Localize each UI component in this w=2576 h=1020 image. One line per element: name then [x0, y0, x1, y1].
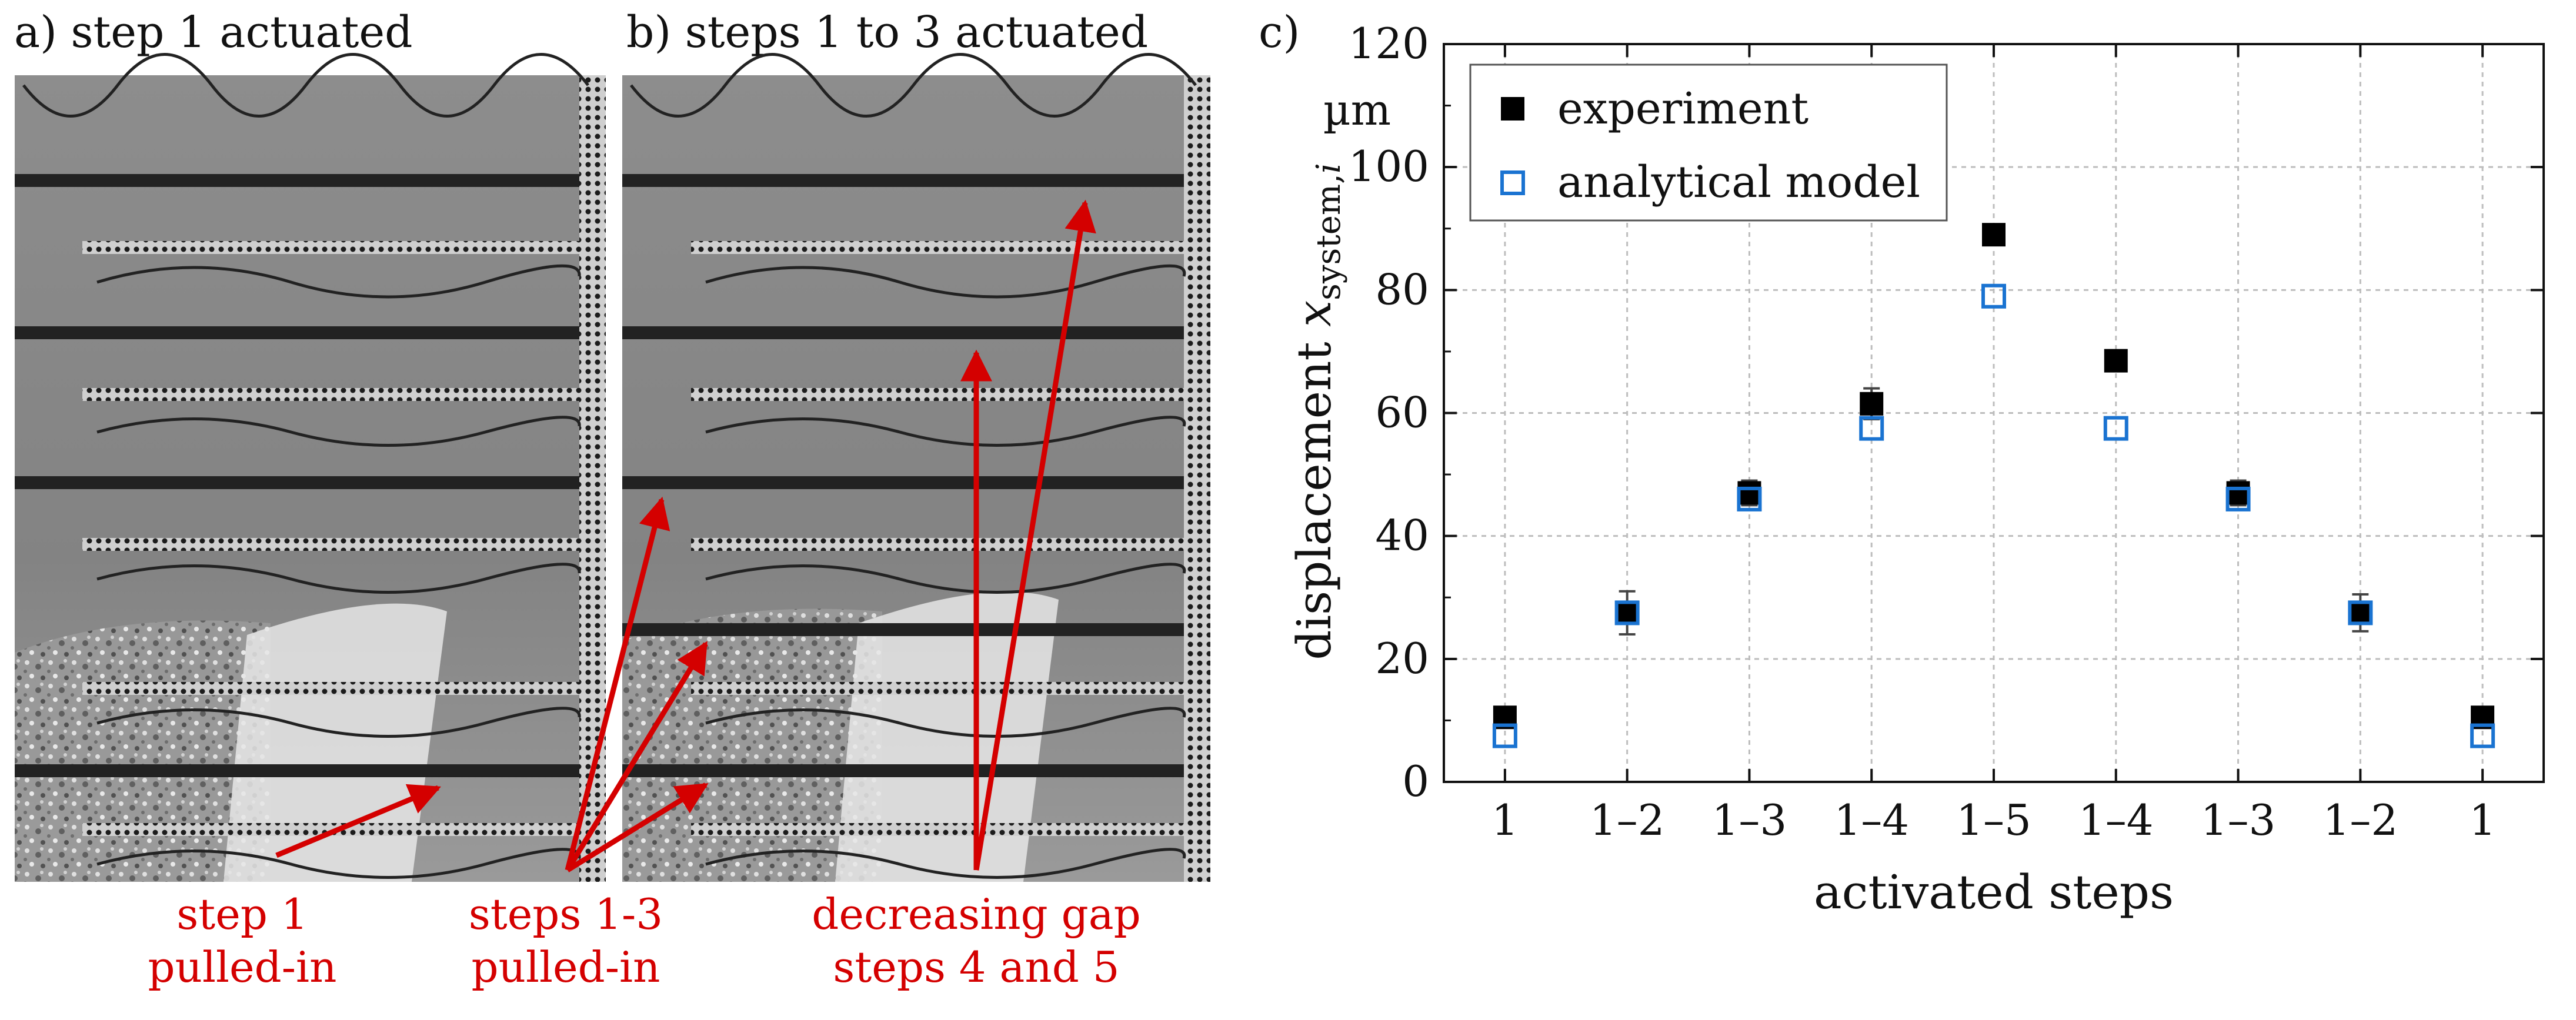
panel-b-caption: b) steps 1 to 3 actuated — [626, 7, 1148, 58]
x-axis-label: activated steps — [1814, 865, 2174, 919]
y-tick-label-3: 60 — [1375, 388, 1429, 437]
model-point-6 — [2225, 486, 2251, 511]
annotation-steps13-line2: pulled-in — [472, 942, 660, 992]
y-axis-label: displacement xsystem,i — [1287, 163, 1348, 660]
arrow-steps13-c — [566, 782, 709, 872]
panel-a-caption: a) step 1 actuated — [14, 7, 413, 58]
model-point-4 — [1981, 283, 2006, 309]
y-axis-label-var: x — [1287, 300, 1342, 327]
legend-experiment-marker — [1501, 97, 1524, 121]
experiment-point-2 — [1737, 481, 1761, 505]
arrow-step1 — [275, 784, 441, 858]
x-tick-label-4: 1–5 — [1956, 795, 2031, 845]
annotation-step1-line1: step 1 — [176, 889, 308, 939]
annotation-steps13-line1: steps 1-3 — [469, 889, 663, 939]
y-tick-label-1: 20 — [1375, 634, 1429, 683]
y-tick-label-0: 0 — [1402, 757, 1429, 806]
experiment-point-5 — [2104, 349, 2128, 373]
legend: experiment analytical model — [1469, 63, 1948, 222]
legend-experiment-label: experiment — [1557, 83, 1808, 134]
experiment-point-3 — [1860, 392, 1884, 416]
x-tick-label-7: 1–2 — [2323, 795, 2398, 845]
panel-c-caption: c) — [1259, 7, 1300, 58]
x-tick-label-1: 1–2 — [1590, 795, 1665, 845]
model-point-1 — [1614, 600, 1640, 626]
legend-box — [1469, 63, 1948, 222]
model-point-3 — [1859, 416, 1884, 441]
arrow-steps13-b — [565, 641, 708, 872]
arrow-gap-b — [973, 199, 1096, 871]
experiment-point-7 — [2348, 601, 2373, 625]
chart-marks — [1492, 223, 2495, 748]
annotation-step1-line2: pulled-in — [148, 942, 337, 992]
model-point-8 — [2470, 723, 2495, 748]
chart-ticks: 0 20 40 60 80 100 120 1 1–2 1–3 1–4 1–5 1–4 1–3 1–2 1 — [1349, 19, 2544, 845]
legend-model-marker — [1500, 170, 1525, 195]
x-tick-label-2: 1–3 — [1712, 795, 1787, 845]
model-point-5 — [2103, 416, 2128, 441]
x-tick-label-0: 1 — [1491, 795, 1519, 845]
y-tick-label-2: 40 — [1375, 511, 1429, 560]
annotation-gap-line2: steps 4 and 5 — [833, 942, 1119, 992]
x-tick-label-8: 1 — [2469, 795, 2496, 845]
x-tick-label-5: 1–4 — [2078, 795, 2154, 845]
model-point-7 — [2348, 600, 2373, 626]
experiment-point-6 — [2226, 481, 2250, 505]
y-axis-label-sub: system, — [1310, 173, 1348, 300]
x-tick-label-6: 1–3 — [2201, 795, 2276, 845]
arrow-steps13-a — [565, 496, 670, 871]
model-point-0 — [1492, 723, 1517, 748]
annotation-arrows — [275, 199, 1096, 872]
annotation-labels: step 1 pulled-in steps 1-3 pulled-in dec… — [148, 889, 1141, 992]
annotation-gap-line1: decreasing gap — [812, 889, 1140, 939]
panel-a-micrograph — [15, 53, 606, 882]
y-tick-label-5: 100 — [1349, 142, 1429, 191]
displacement-chart: 0 20 40 60 80 100 120 1 1–2 1–3 1–4 1–5 1–4 1–3 1–2 1 µ… — [1287, 19, 2545, 919]
y-axis-label-sub-i: i — [1310, 163, 1348, 173]
experiment-point-4 — [1982, 223, 2006, 247]
legend-model-label: analytical model — [1557, 157, 1920, 208]
y-tick-label-6: 120 — [1349, 19, 1429, 68]
experiment-point-1 — [1615, 601, 1639, 625]
x-tick-label-3: 1–4 — [1834, 795, 1909, 845]
y-axis-label-main: displacement — [1287, 327, 1342, 660]
model-point-2 — [1737, 486, 1762, 511]
y-axis-unit: µm — [1323, 85, 1391, 135]
panel-b-micrograph — [622, 53, 1210, 882]
y-tick-label-4: 80 — [1375, 265, 1429, 314]
